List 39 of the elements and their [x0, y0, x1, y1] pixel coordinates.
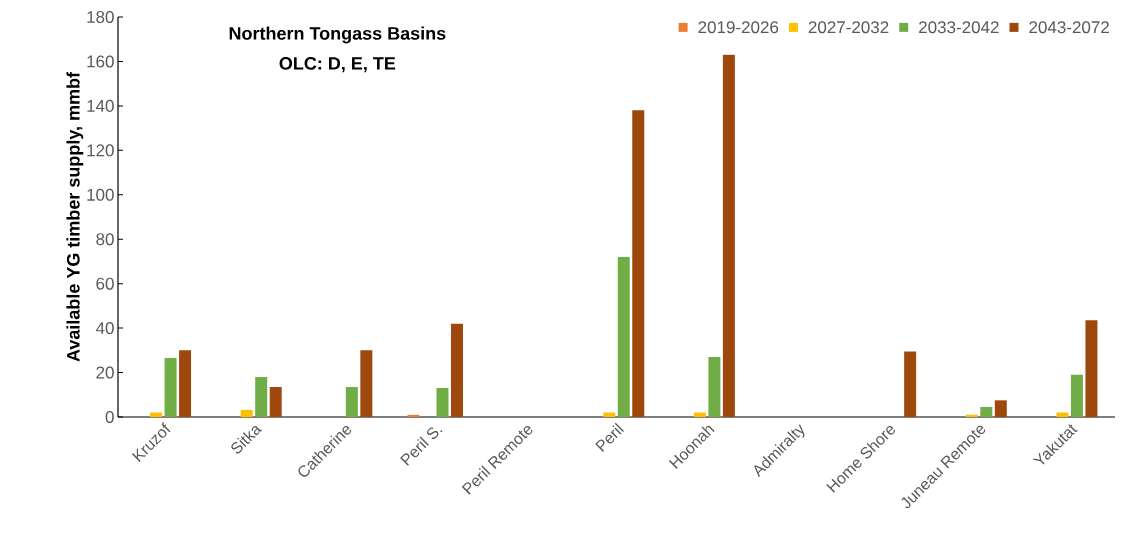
y-tick-label: 160 [87, 55, 114, 68]
bar [269, 387, 282, 417]
bar [164, 358, 177, 417]
bar [179, 350, 192, 417]
bar [1085, 320, 1098, 417]
y-tick-label: 140 [87, 99, 114, 112]
y-tick-label: 180 [87, 10, 114, 24]
bar [450, 323, 463, 417]
y-tick-label: 60 [96, 277, 114, 290]
bar [994, 400, 1007, 417]
legend-label: 2019-2026 [698, 21, 779, 34]
legend-label: 2033-2042 [919, 21, 999, 34]
bar [1056, 412, 1069, 417]
y-tick-label: 100 [87, 188, 114, 201]
bar [603, 412, 616, 417]
y-tick-label: 80 [96, 233, 114, 246]
text: OLC: D, E, TE [279, 57, 396, 73]
bar [240, 409, 253, 417]
bar [617, 257, 630, 417]
bar [722, 54, 735, 417]
y-tick-label: 40 [95, 322, 114, 335]
legend-label: 2027-2032 [808, 21, 889, 34]
y-tick-label: 20 [96, 366, 114, 379]
y-tick-label: 120 [87, 144, 114, 157]
y-axis-title: Available YG timber supply, mmbf [66, 71, 84, 362]
chart-title: Northern Tongass Basins [229, 26, 446, 44]
bar [632, 110, 645, 417]
bar [904, 351, 917, 417]
bar [1070, 374, 1083, 417]
bar [360, 350, 373, 417]
bar [345, 387, 358, 417]
legend-label: 2043-2072 [1029, 21, 1109, 34]
bar [150, 412, 163, 417]
bar [436, 388, 449, 417]
bar [708, 357, 721, 417]
bar [980, 407, 993, 417]
bar [255, 377, 268, 417]
bar [693, 412, 706, 417]
y-tick-label: 0 [105, 410, 114, 424]
